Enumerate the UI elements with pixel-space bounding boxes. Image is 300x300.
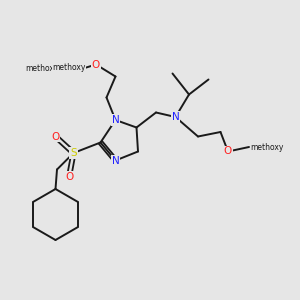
Text: O: O <box>65 172 73 182</box>
Text: N: N <box>172 112 179 122</box>
Text: methoxy: methoxy <box>25 64 58 73</box>
Text: O: O <box>51 131 60 142</box>
Text: O: O <box>92 59 100 70</box>
Text: O: O <box>224 146 232 157</box>
Text: N: N <box>112 115 119 125</box>
Text: methoxy: methoxy <box>52 63 86 72</box>
Text: methoxy: methoxy <box>250 142 284 152</box>
Text: S: S <box>70 148 77 158</box>
Text: N: N <box>112 155 119 166</box>
